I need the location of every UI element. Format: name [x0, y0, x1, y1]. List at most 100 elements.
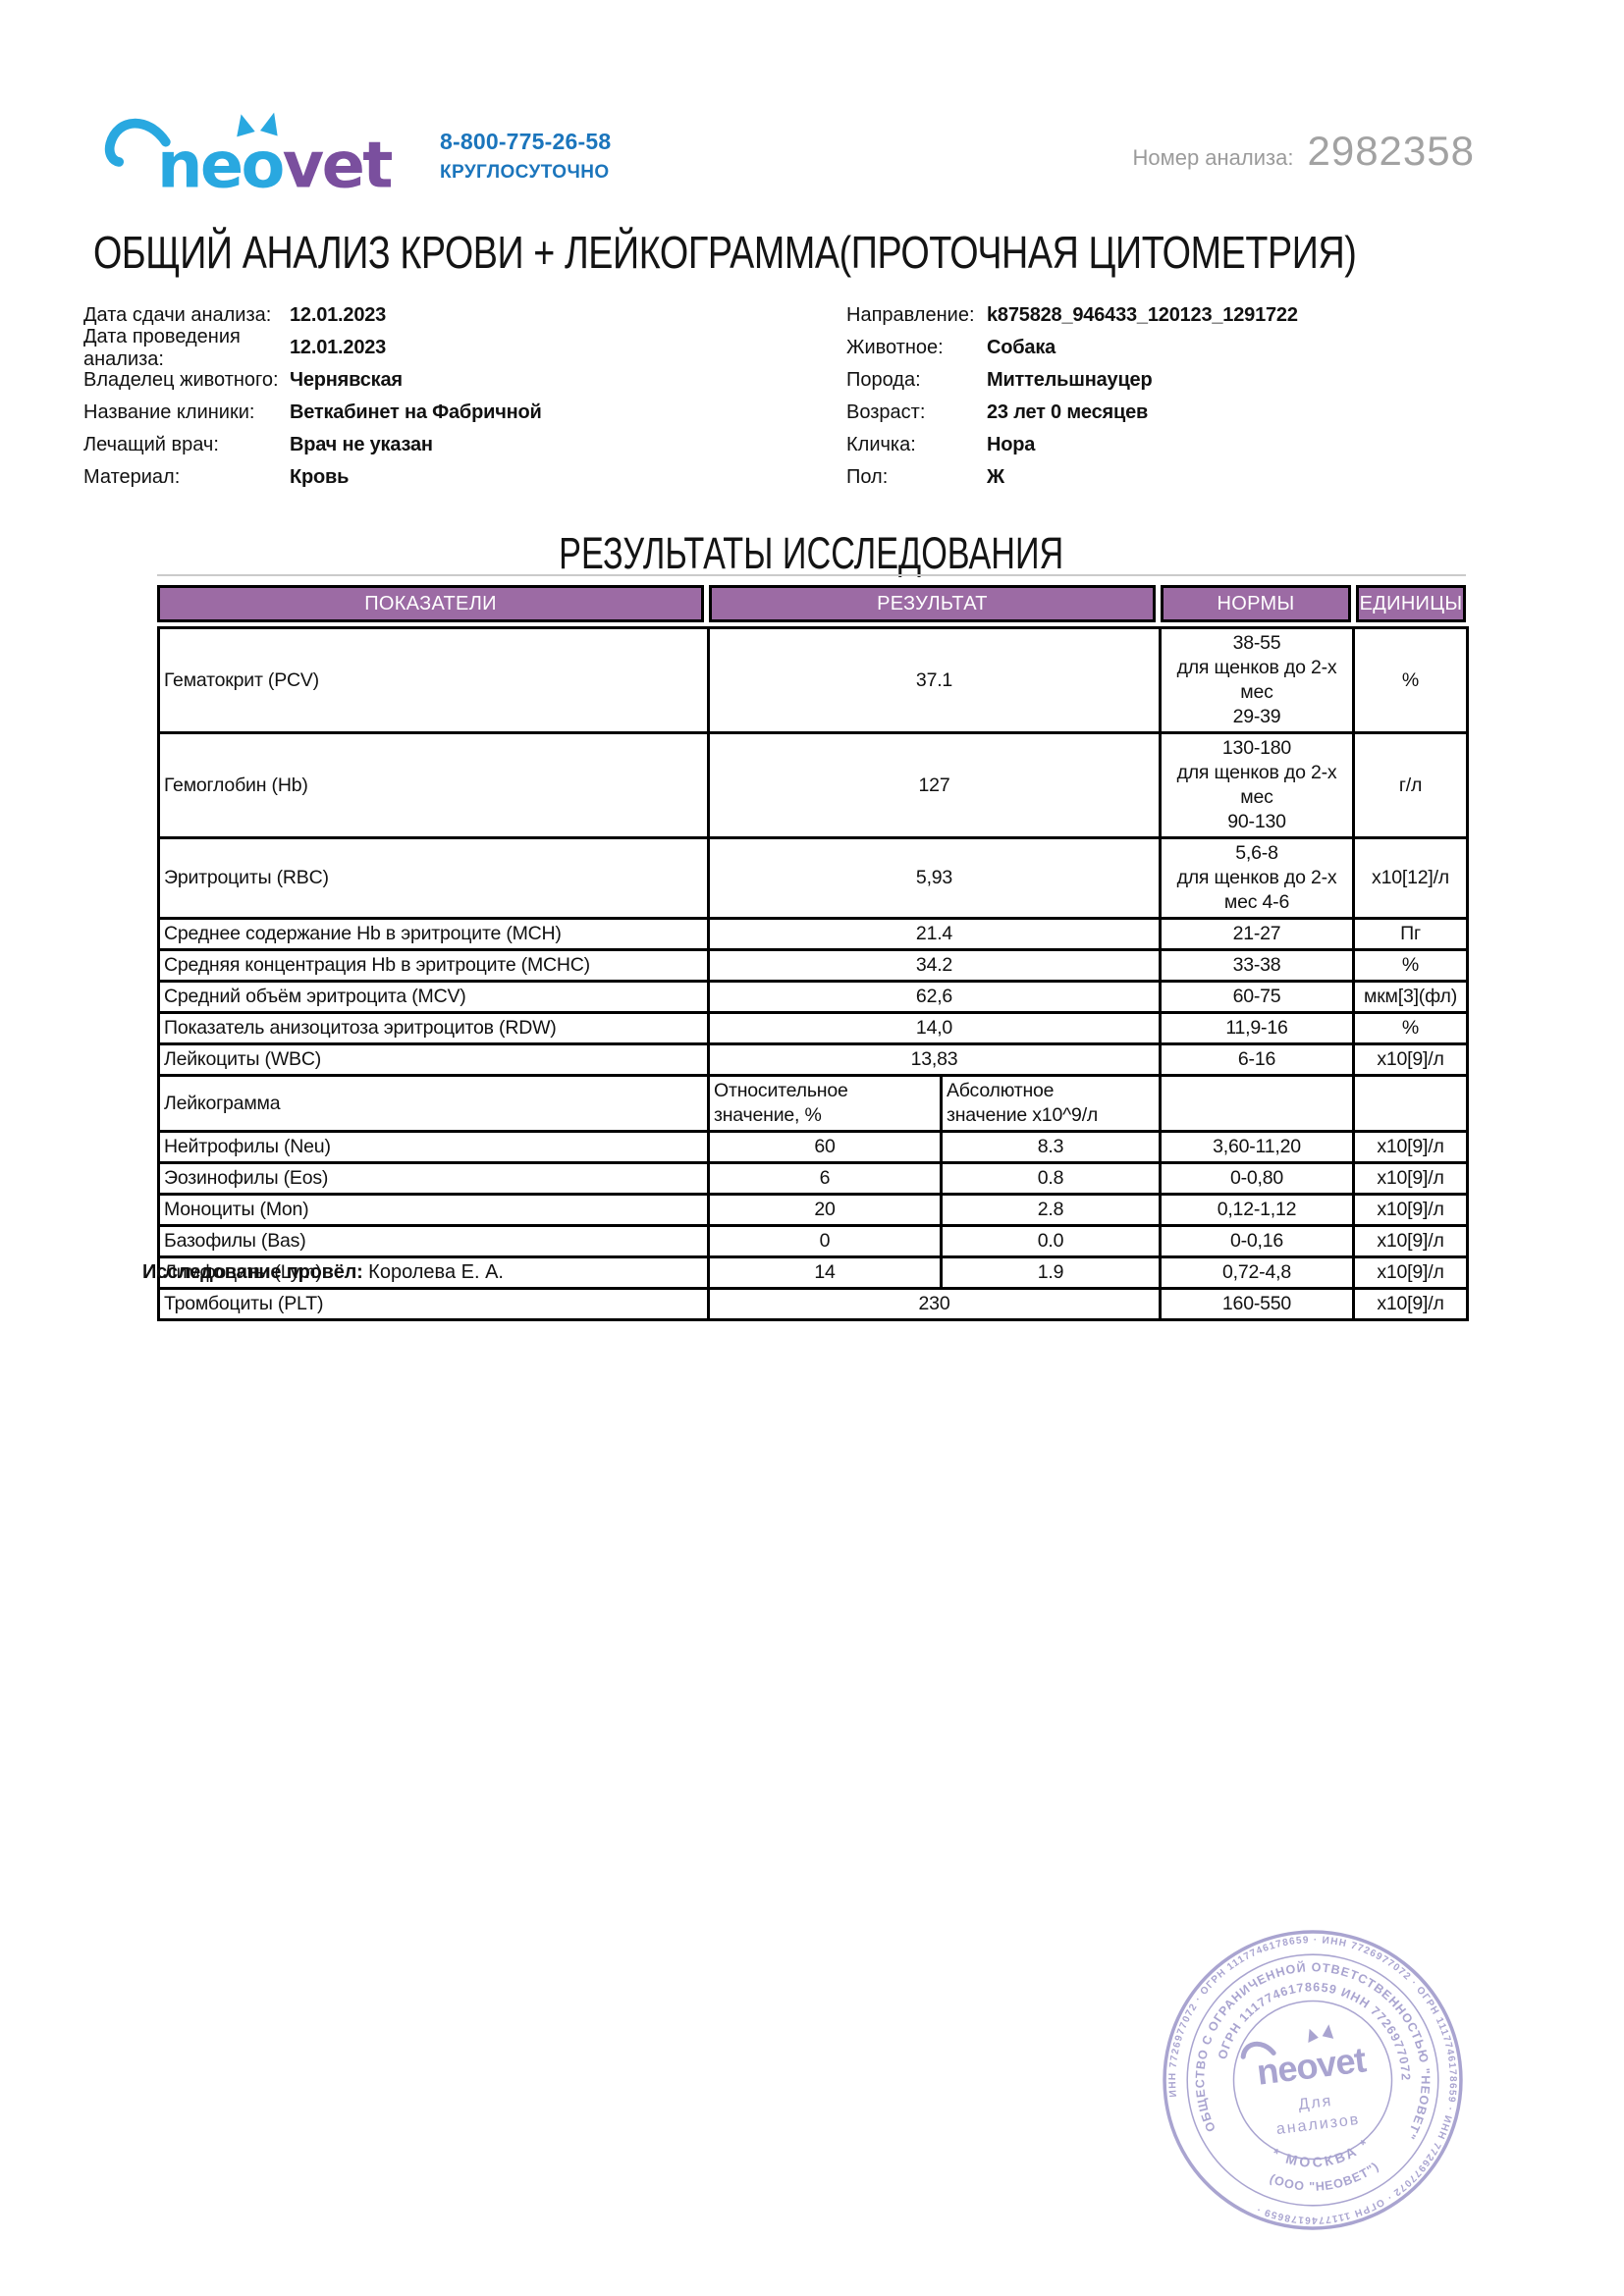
- column-header-norms: НОРМЫ: [1161, 585, 1351, 622]
- phone-number: 8-800-775-26-58: [440, 129, 612, 154]
- cell-indicator: Лейкограмма: [157, 1074, 710, 1133]
- cell-norm: 11,9-16: [1159, 1011, 1355, 1045]
- info-row: Название клиники: Веткабинет на Фабричной: [83, 397, 542, 429]
- info-row: Животное: Собака: [846, 332, 1298, 364]
- info-row: Порода: Миттельшнауцер: [846, 364, 1298, 397]
- cell-indicator: Показатель анизоцитоза эритроцитов (RDW): [157, 1011, 710, 1045]
- divider-line: [157, 574, 1466, 576]
- cell-unit: x10[9]/л: [1352, 1161, 1469, 1196]
- table-row: Моноциты (Mon) 20 2.8 0,12-1,12 x10[9]/л: [157, 1193, 1469, 1227]
- analysis-number-label: Номер анализа:: [1132, 145, 1294, 170]
- cell-relative-value: 6: [707, 1161, 943, 1196]
- cell-absolute-value: 2.8: [940, 1193, 1162, 1227]
- cell-norm: 0-0,80: [1159, 1161, 1355, 1196]
- info-row: Пол: Ж: [846, 461, 1298, 494]
- cell-norm: 0,12-1,12: [1159, 1193, 1355, 1227]
- info-row: Лечащий врач: Врач не указан: [83, 429, 542, 461]
- analysis-number-block: Номер анализа: 2982358: [1132, 128, 1475, 175]
- cell-relative-value: 14: [707, 1255, 943, 1290]
- leukogram-subheader-row: Лейкограмма Относительное значение, % Аб…: [157, 1074, 1469, 1133]
- cell-unit: x10[12]/л: [1352, 836, 1469, 920]
- cell-result: 13,83: [707, 1042, 1162, 1077]
- cell-indicator: Лейкоциты (WBC): [157, 1042, 710, 1077]
- table-row: Лимфоциты (Lym) 14 1.9 0,72-4,8 x10[9]/л: [157, 1255, 1469, 1290]
- svg-text:neovet: neovet: [157, 129, 392, 200]
- cell-unit: Пг: [1352, 917, 1469, 951]
- cell-indicator: Эритроциты (RBC): [157, 836, 710, 920]
- table-row: Эозинофилы (Eos) 6 0.8 0-0,80 x10[9]/л: [157, 1161, 1469, 1196]
- cat-ear-right-icon: [260, 112, 278, 136]
- cell-result: 14,0: [707, 1011, 1162, 1045]
- cell-indicator: Эозинофилы (Eos): [157, 1161, 710, 1196]
- cell-relative-value: 60: [707, 1130, 943, 1164]
- info-row: Дата сдачи анализа: 12.01.2023: [83, 299, 542, 332]
- table-row: Лейкоциты (WBC) 13,83 6-16 x10[9]/л: [157, 1042, 1469, 1077]
- cell-norm-empty: [1159, 1074, 1355, 1133]
- stamp-ear-right-icon: [1322, 2024, 1334, 2039]
- cell-relative-value: 20: [707, 1193, 943, 1227]
- cell-indicator: Лимфоциты (Lym): [157, 1255, 710, 1290]
- info-value: Собака: [987, 337, 1056, 358]
- cell-unit: %: [1352, 626, 1469, 734]
- info-label: Направление:: [846, 304, 975, 326]
- cell-indicator: Тромбоциты (PLT): [157, 1287, 710, 1321]
- stamp-inner-circle: [1232, 2000, 1393, 2161]
- cell-indicator: Моноциты (Mon): [157, 1193, 710, 1227]
- info-value: 23 лет 0 месяцев: [987, 401, 1149, 423]
- cell-norm: 5,6-8 для щенков до 2-х мес 4-6: [1159, 836, 1355, 920]
- table-row: Гемоглобин (Hb) 127 130-180 для щенков д…: [157, 731, 1469, 839]
- cell-indicator: Нейтрофилы (Neu): [157, 1130, 710, 1164]
- logo-swash: [104, 118, 171, 167]
- cell-result: 127: [707, 731, 1162, 839]
- info-value: Нора: [987, 434, 1036, 455]
- stamp-outer-circle: [1163, 1930, 1463, 2230]
- stamp-logo-text: neovet: [1255, 2039, 1369, 2092]
- info-value: Чернявская: [290, 369, 403, 391]
- cell-absolute-value: 1.9: [940, 1255, 1162, 1290]
- cell-unit: мкм[3](фл): [1352, 980, 1469, 1014]
- cell-norm: 0-0,16: [1159, 1224, 1355, 1258]
- cell-result: 5,93: [707, 836, 1162, 920]
- cell-norm: 38-55 для щенков до 2-х мес 29-39: [1159, 626, 1355, 734]
- info-value: 12.01.2023: [290, 337, 387, 358]
- info-label: Дата сдачи анализа:: [83, 304, 272, 326]
- info-value: Веткабинет на Фабричной: [290, 401, 542, 423]
- cell-result: 34.2: [707, 948, 1162, 983]
- info-label: Лечащий врач:: [83, 434, 219, 455]
- neovet-logo: neovet: [104, 112, 393, 200]
- cell-unit: x10[9]/л: [1352, 1042, 1469, 1077]
- info-value: Врач не указан: [290, 434, 433, 455]
- cell-norm: 33-38: [1159, 948, 1355, 983]
- stamp-logo-swash: [1240, 2041, 1276, 2059]
- document-title: ОБЩИЙ АНАЛИЗ КРОВИ + ЛЕЙКОГРАММА(ПРОТОЧН…: [93, 227, 1357, 278]
- cell-result: 62,6: [707, 980, 1162, 1014]
- cell-norm: 6-16: [1159, 1042, 1355, 1077]
- stamp-purpose-line1: Для: [1297, 2092, 1333, 2113]
- cell-unit: x10[9]/л: [1352, 1193, 1469, 1227]
- info-right-column: Направление: k875828_946433_120123_129172…: [846, 299, 1298, 494]
- examiner-label: Исследование провёл:: [142, 1261, 363, 1283]
- cell-unit: г/л: [1352, 731, 1469, 839]
- info-label: Материал:: [83, 466, 181, 488]
- examiner-name: Королева Е. А.: [368, 1261, 504, 1283]
- cell-norm: 160-550: [1159, 1287, 1355, 1321]
- info-value: Миттельшнауцер: [987, 369, 1153, 391]
- info-label: Владелец животного:: [83, 369, 279, 391]
- results-table-header: ПОКАЗАТЕЛИ РЕЗУЛЬТАТ НОРМЫ ЕДИНИЦЫ: [157, 585, 1466, 622]
- cell-result: 37.1: [707, 626, 1162, 734]
- table-row: Базофилы (Bas) 0 0.0 0-0,16 x10[9]/л: [157, 1224, 1469, 1258]
- info-row: Возраст: 23 лет 0 месяцев: [846, 397, 1298, 429]
- cell-norm: 0,72-4,8: [1159, 1255, 1355, 1290]
- info-value: 12.01.2023: [290, 304, 387, 326]
- cell-indicator: Среднее содержание Hb в эритроците (MCH): [157, 917, 710, 951]
- info-label: Возраст:: [846, 401, 926, 423]
- results-heading: РЕЗУЛЬТАТЫ ИССЛЕДОВАНИЯ: [559, 528, 1064, 578]
- table-row: Средний объём эритроцита (MCV) 62,6 60-7…: [157, 980, 1469, 1014]
- info-label: Порода:: [846, 369, 921, 391]
- info-label: Пол:: [846, 466, 889, 488]
- cell-relative-value: 0: [707, 1224, 943, 1258]
- info-value: k875828_946433_120123_1291722: [987, 304, 1298, 326]
- cell-unit: x10[9]/л: [1352, 1130, 1469, 1164]
- analysis-number-value: 2982358: [1307, 128, 1475, 174]
